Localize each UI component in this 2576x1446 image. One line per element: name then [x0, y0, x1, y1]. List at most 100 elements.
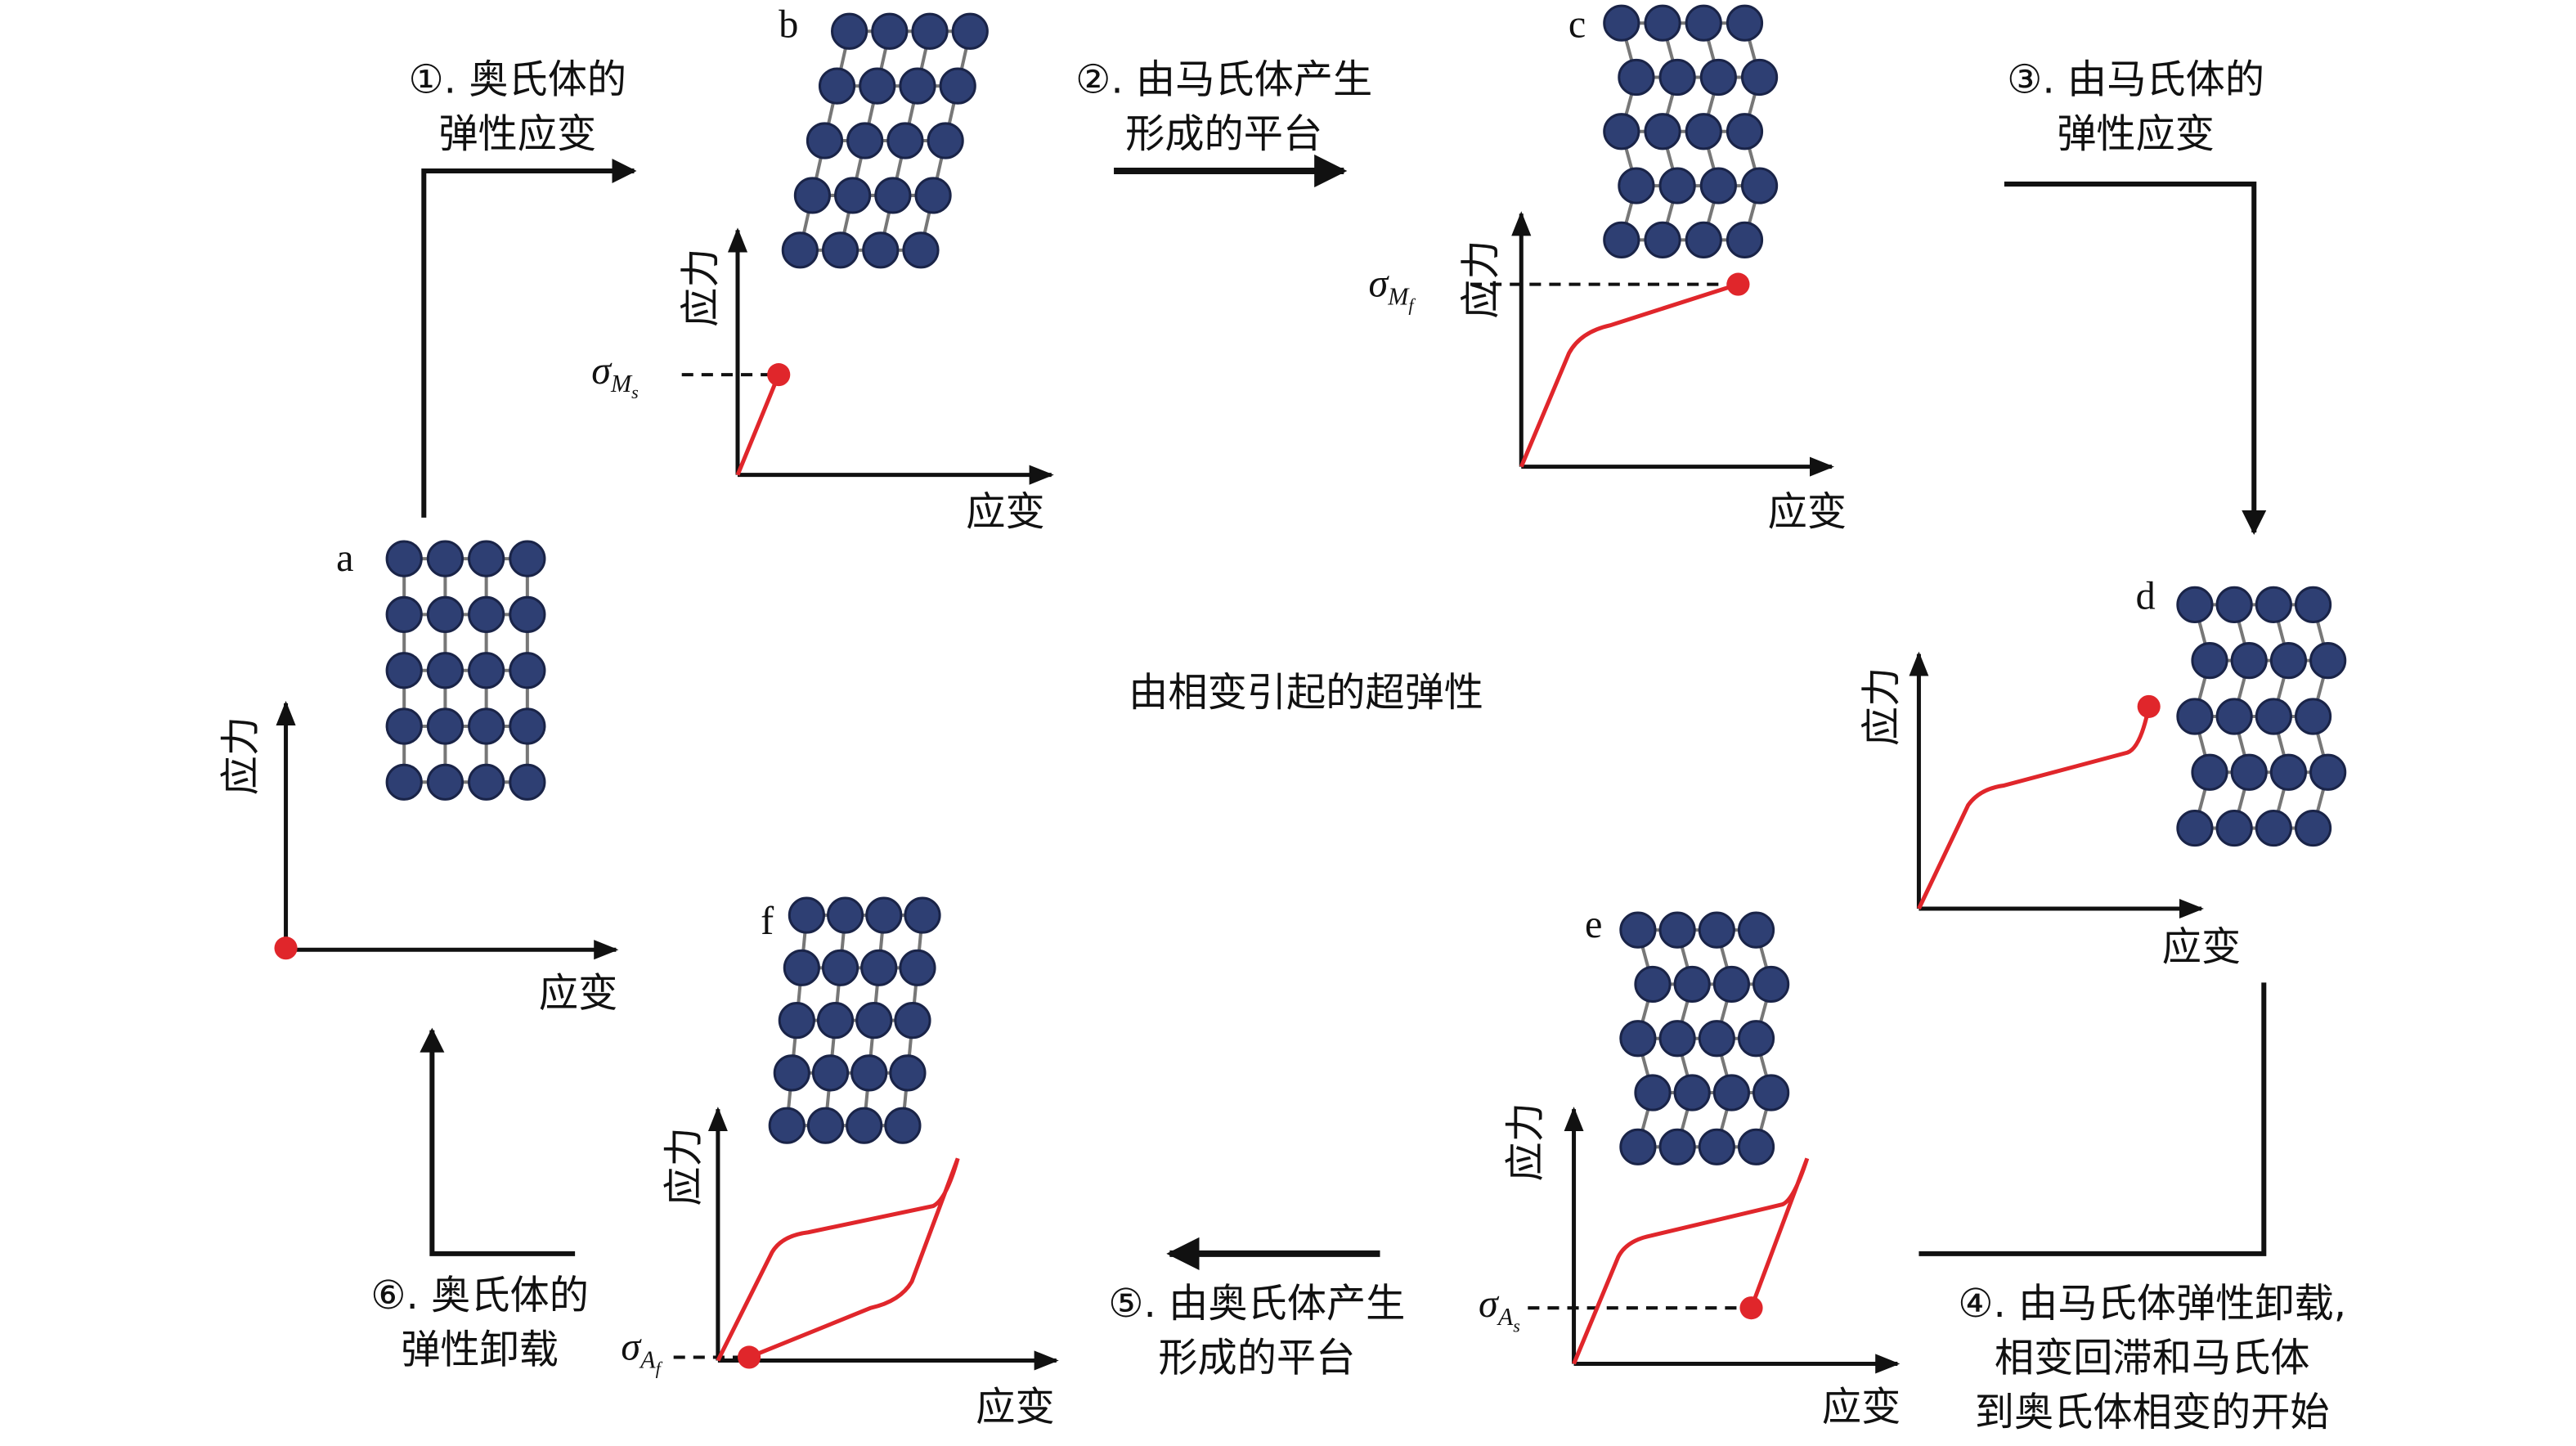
- atom: [2309, 753, 2347, 791]
- atom: [2230, 753, 2268, 791]
- atom: [831, 12, 868, 50]
- atom: [886, 122, 924, 159]
- title: 由相变引起的超弹性: [1129, 670, 1483, 716]
- step-text: ②. 由马氏体产生: [1075, 57, 1372, 103]
- atom: [1737, 1020, 1775, 1058]
- atom: [951, 12, 989, 50]
- atom: [426, 652, 464, 689]
- step-text: ⑤. 由奥氏体产生: [1108, 1281, 1405, 1327]
- atom: [468, 652, 505, 689]
- atom: [818, 67, 856, 105]
- atom: [1685, 221, 1722, 258]
- atom: [1726, 113, 1764, 150]
- atom: [821, 231, 859, 269]
- atom: [1658, 1128, 1696, 1165]
- atom: [509, 763, 546, 801]
- atom: [899, 949, 936, 986]
- sigma-symbol: σ: [1479, 1282, 1500, 1326]
- atom: [914, 177, 952, 214]
- state-dot: [738, 1345, 761, 1369]
- sigma-symbol: σ: [591, 349, 613, 393]
- atom: [834, 177, 872, 214]
- atom: [426, 540, 464, 577]
- atom: [1726, 4, 1764, 42]
- atom: [468, 763, 505, 801]
- state-dot: [1726, 272, 1750, 296]
- atom: [1740, 167, 1779, 204]
- atom: [939, 67, 976, 105]
- atom: [783, 949, 820, 986]
- x-axis-label: 应变: [539, 970, 617, 1016]
- atom: [2215, 809, 2253, 847]
- atom: [860, 949, 898, 986]
- state-dot: [2137, 694, 2161, 718]
- atom: [1644, 113, 1681, 150]
- atom: [1634, 965, 1672, 1004]
- atom: [865, 896, 903, 934]
- sigma-subsub: f: [1408, 295, 1416, 316]
- atom: [1618, 58, 1655, 97]
- atom: [1698, 911, 1735, 949]
- atom: [904, 896, 941, 934]
- step-text: 形成的平台: [1158, 1335, 1355, 1381]
- panel-label: e: [1585, 903, 1602, 946]
- atom: [1658, 911, 1696, 949]
- step-text: 形成的平台: [1125, 111, 1322, 157]
- sigma-sub: M: [610, 370, 633, 397]
- step-text: 弹性卸载: [401, 1327, 559, 1372]
- atom: [899, 67, 936, 105]
- panel-label: b: [779, 2, 798, 46]
- atom: [2255, 698, 2292, 735]
- y-axis-label: 应力: [218, 716, 263, 795]
- atom: [778, 1002, 815, 1040]
- y-axis-label: 应力: [1859, 667, 1905, 746]
- atom: [2269, 642, 2308, 680]
- x-axis-label: 应变: [1768, 489, 1847, 535]
- atom: [1712, 1074, 1751, 1111]
- step-arrows: [420, 154, 2267, 1270]
- atom: [468, 540, 505, 577]
- x-axis-label: 应变: [1822, 1385, 1901, 1430]
- atom: [781, 231, 819, 269]
- atom: [855, 1002, 893, 1040]
- atom: [2294, 586, 2332, 623]
- sigma-symbol: σ: [1368, 263, 1389, 306]
- atom: [1685, 4, 1722, 42]
- atom: [773, 1054, 810, 1092]
- sigma-label: σAs: [1479, 1282, 1520, 1336]
- x-axis-label: 应变: [2162, 924, 2241, 970]
- atom: [846, 1107, 883, 1144]
- atom: [1737, 911, 1775, 949]
- atom: [1619, 911, 1657, 949]
- sigma-sub: A: [1497, 1303, 1514, 1331]
- atom: [468, 595, 505, 634]
- panel-label: f: [761, 900, 774, 943]
- atom: [862, 231, 900, 269]
- atom: [1634, 1074, 1672, 1111]
- y-axis-label: 应力: [1502, 1102, 1548, 1181]
- atom: [902, 231, 940, 269]
- atom: [2176, 698, 2214, 735]
- atom: [1603, 4, 1640, 42]
- state-dot: [767, 363, 791, 387]
- atom: [385, 540, 423, 577]
- sigma-subsub: f: [656, 1358, 663, 1379]
- atom: [509, 540, 546, 577]
- atom: [2176, 586, 2214, 623]
- atom: [1726, 221, 1764, 258]
- atom: [1698, 1128, 1735, 1165]
- atom: [806, 1107, 845, 1144]
- sigma-label: σMf: [1368, 263, 1416, 316]
- atom: [509, 595, 546, 634]
- stress-strain-curve: [1572, 1157, 1810, 1365]
- step-text: 弹性应变: [438, 111, 596, 157]
- atom: [894, 1002, 931, 1040]
- step-text: ⑥. 奥氏体的: [370, 1273, 589, 1318]
- atom: [788, 896, 825, 934]
- atom: [889, 1054, 927, 1092]
- atom: [871, 12, 909, 50]
- atom: [1603, 221, 1640, 258]
